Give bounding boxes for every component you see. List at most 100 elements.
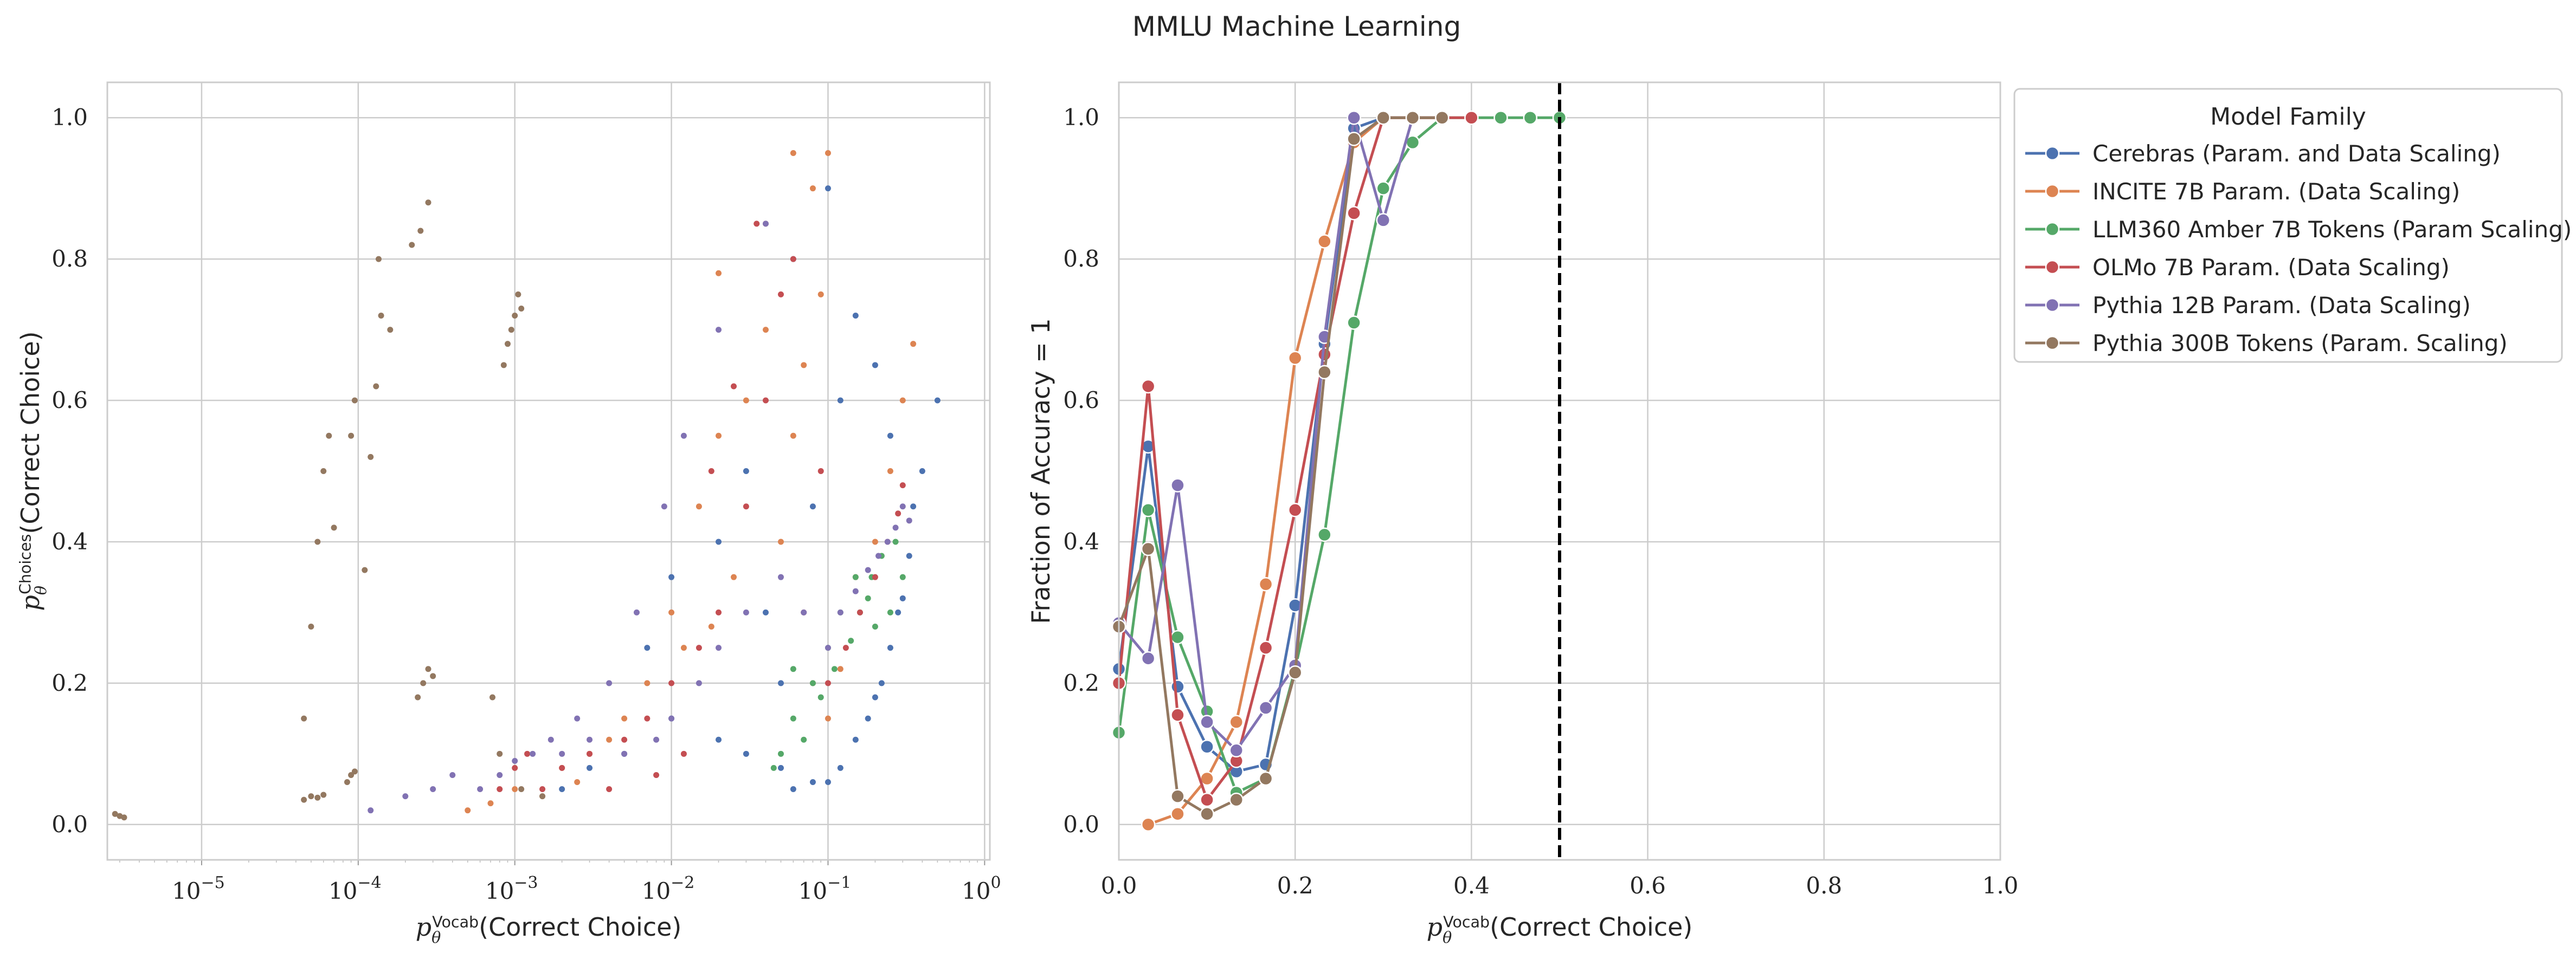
left-x-axis-label-subscript: θ (432, 929, 441, 947)
scatter-point (825, 779, 831, 785)
left-x-axis-label-superscript: Vocab (432, 913, 479, 931)
scatter-point (497, 786, 503, 793)
scatter-point (375, 256, 382, 262)
left-y-tick-label: 1.0 (51, 104, 88, 131)
scatter-point (387, 327, 394, 333)
scatter-point (695, 503, 702, 510)
scatter-point (587, 736, 593, 743)
series-marker (1376, 110, 1391, 125)
scatter-point (825, 680, 831, 686)
left-scatter-series (497, 221, 906, 793)
scatter-point (790, 715, 796, 722)
scatter-point (326, 432, 332, 439)
scatter-point (559, 750, 565, 757)
scatter-point (763, 397, 769, 404)
scatter-point (852, 313, 859, 319)
right-x-tick-label: 0.6 (1630, 872, 1666, 899)
left-y-axis-label: pθChoices(Correct Choice) (16, 331, 50, 611)
legend-label: INCITE 7B Param. (Data Scaling) (2092, 178, 2460, 205)
scatter-point (362, 567, 368, 573)
scatter-point (587, 764, 593, 771)
series-marker (1170, 806, 1185, 821)
series-marker (1287, 503, 1303, 517)
scatter-point (378, 313, 384, 319)
scatter-point (430, 786, 436, 793)
series-marker (1287, 351, 1303, 366)
right-y-tick-label: 0.6 (1063, 387, 1099, 413)
scatter-point (515, 291, 521, 297)
scatter-point (430, 673, 436, 679)
scatter-point (906, 553, 912, 559)
scatter-point (754, 221, 760, 227)
scatter-point (716, 645, 722, 651)
scatter-point (777, 750, 784, 757)
series-marker (1258, 640, 1273, 655)
right-plot-frame (1118, 81, 2001, 861)
scatter-point (465, 807, 471, 814)
scatter-point (809, 779, 816, 785)
scatter-point (825, 645, 831, 651)
scatter-point (777, 680, 784, 686)
scatter-point (574, 715, 581, 722)
scatter-point (716, 432, 722, 439)
left-x-tick-exponent: −1 (827, 873, 851, 892)
right-y-tick-label: 0.4 (1063, 528, 1099, 555)
scatter-point (621, 715, 628, 722)
legend-entry: Pythia 300B Tokens (Param. Scaling) (2025, 330, 2508, 357)
scatter-point (344, 779, 350, 785)
legend-entry: LLM360 Amber 7B Tokens (Param Scaling) (2025, 216, 2572, 243)
scatter-point (899, 574, 906, 580)
scatter-point (351, 768, 358, 775)
legend-label: LLM360 Amber 7B Tokens (Param Scaling) (2092, 216, 2572, 243)
scatter-point (777, 539, 784, 545)
scatter-point (373, 383, 379, 390)
legend-marker (2045, 184, 2060, 199)
left-scatter-series (112, 199, 546, 821)
series-marker (1141, 651, 1156, 666)
series-marker (1141, 541, 1156, 556)
right-x-axis-label-subscript: θ (1442, 929, 1452, 947)
left-y-axis-label-superscript: Choices (16, 534, 34, 594)
left-x-tick-exponent: 0 (991, 873, 1001, 892)
scatter-point (512, 786, 518, 793)
scatter-point (919, 468, 925, 474)
scatter-point (837, 397, 843, 404)
scatter-point (872, 539, 878, 545)
scatter-point (574, 779, 581, 785)
scatter-point (763, 327, 769, 333)
scatter-point (837, 609, 843, 615)
left-x-tick-label: 100 (962, 873, 1001, 904)
scatter-point (731, 574, 737, 580)
right-x-tick-label: 0.4 (1453, 872, 1490, 899)
series-marker (1317, 234, 1332, 249)
scatter-point (559, 764, 565, 771)
series-marker (1317, 527, 1332, 542)
scatter-point (680, 645, 687, 651)
legend-entry: Cerebras (Param. and Data Scaling) (2025, 140, 2501, 167)
scatter-point (790, 666, 796, 672)
scatter-point (653, 772, 660, 778)
scatter-point (308, 624, 314, 630)
right-line-chart: 0.0 0.2 0.4 0.6 0.8 1.0 0.0 0.2 0.4 0.6 0.8 1.0 pθVo… (1026, 81, 2018, 947)
left-x-axis-label-symbol: p (416, 912, 432, 942)
scatter-point (790, 150, 796, 156)
scatter-point (348, 432, 355, 439)
series-marker (1141, 503, 1156, 517)
series-marker (1347, 132, 1361, 146)
scatter-point (895, 510, 901, 517)
scatter-point (320, 468, 327, 474)
series-marker (1523, 110, 1538, 125)
scatter-point (420, 680, 427, 686)
scatter-point (530, 750, 536, 757)
scatter-point (508, 327, 514, 333)
series-marker (1200, 792, 1214, 807)
series-marker (1347, 206, 1361, 221)
series-marker (1376, 213, 1391, 228)
scatter-point (887, 609, 893, 615)
scatter-point (668, 574, 675, 580)
scatter-point (539, 793, 546, 800)
legend-label: OLMo 7B Param. (Data Scaling) (2092, 254, 2450, 281)
scatter-point (895, 609, 901, 615)
scatter-point (497, 772, 503, 778)
